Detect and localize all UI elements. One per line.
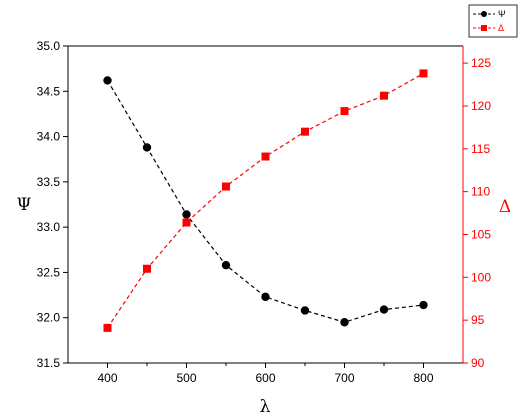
- y-tick-label: 34.0: [37, 130, 61, 144]
- series-line-0: [106, 80, 424, 323]
- data-point-1: [143, 264, 151, 273]
- data-point-0: [221, 260, 231, 270]
- x-tick-label: 700: [334, 371, 354, 385]
- x-tick-label: 500: [176, 371, 196, 385]
- data-point-1: [301, 127, 309, 136]
- x-tick-label: 600: [255, 371, 275, 385]
- data-point-0: [103, 76, 112, 85]
- y2-tick-label: 125: [471, 56, 491, 70]
- y2-tick-label: 115: [471, 142, 490, 156]
- y-tick-label: 31.5: [37, 356, 61, 370]
- data-point-0: [340, 318, 349, 327]
- legend-marker-delta: [481, 25, 487, 31]
- legend-label-delta: Δ: [498, 23, 504, 33]
- data-point-1: [182, 218, 191, 227]
- data-point-0: [419, 300, 428, 310]
- y-tick-label: 32.0: [37, 311, 61, 325]
- legend-box: [468, 4, 518, 38]
- data-point-0: [182, 210, 191, 219]
- legend: Ψ Δ: [468, 4, 518, 38]
- data-point-1: [380, 91, 388, 100]
- y2-tick-label: 100: [471, 270, 491, 284]
- y2-tick-label: 120: [471, 99, 491, 113]
- y-tick-label: 33.5: [37, 175, 61, 189]
- x-tick-label: 400: [97, 371, 117, 385]
- data-point-1: [340, 107, 349, 116]
- data-point-1: [419, 69, 428, 78]
- y2-tick-label: 105: [471, 227, 491, 241]
- legend-marker-psi: [481, 11, 487, 17]
- y-tick-label: 32.5: [37, 265, 61, 279]
- x-tick-label: 800: [413, 371, 433, 385]
- x-axis-title: λ: [260, 397, 271, 417]
- data-point-0: [261, 292, 270, 302]
- data-point-1: [261, 152, 270, 161]
- data-point-1: [222, 182, 230, 191]
- legend-label-psi: Ψ: [498, 9, 506, 19]
- y-axis-title: Ψ: [17, 195, 32, 215]
- data-point-1: [103, 323, 112, 332]
- y-tick-label: 34.5: [37, 84, 61, 98]
- y2-tick-label: 90: [471, 356, 485, 370]
- data-point-0: [300, 306, 310, 315]
- y-tick-label: 33.0: [37, 220, 61, 234]
- y2-tick-label: 95: [471, 313, 485, 327]
- data-point-0: [142, 143, 152, 152]
- y-tick-label: 35.0: [37, 39, 61, 53]
- series-line-1: [107, 72, 424, 329]
- data-point-0: [379, 305, 389, 314]
- y2-axis-title: Δ: [499, 197, 511, 217]
- y2-tick-label: 110: [471, 185, 490, 199]
